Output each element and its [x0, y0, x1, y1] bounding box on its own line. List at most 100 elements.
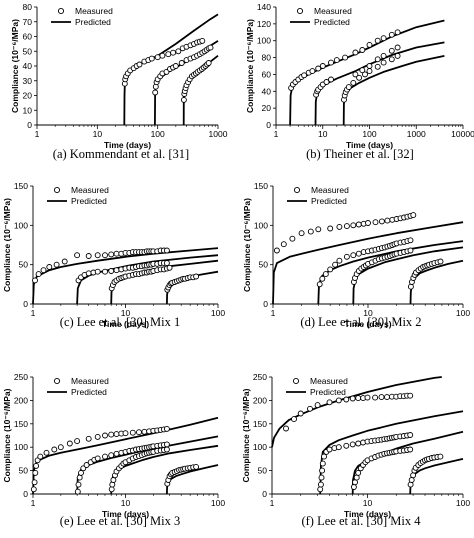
- x-tick-label: 10: [93, 129, 103, 139]
- legend-measured-marker: [53, 377, 61, 385]
- curve-loading-age-3: [317, 410, 464, 495]
- measured-point: [172, 63, 179, 69]
- measured-point: [61, 258, 68, 265]
- measured-point: [289, 235, 296, 242]
- measured-point: [163, 441, 170, 448]
- measured-point: [322, 271, 329, 278]
- y-tick-label: 50: [19, 466, 29, 476]
- measured-point: [170, 49, 177, 56]
- measured-point: [85, 253, 92, 259]
- x-tick-label: 1: [35, 129, 40, 139]
- x-axis-label: Time (days): [344, 319, 391, 329]
- x-axis-label: Time (days): [102, 319, 149, 329]
- measured-point: [316, 281, 323, 288]
- measured-point: [141, 428, 148, 435]
- y-tick-label: 100: [253, 442, 267, 452]
- y-tick-label: 40: [23, 61, 33, 71]
- measured-point: [394, 52, 401, 59]
- x-axis-label: Time (days): [104, 140, 151, 150]
- measured-point: [410, 472, 417, 479]
- measured-point: [328, 59, 334, 66]
- curve-loading-age-1: [32, 247, 219, 305]
- predicted-line: [342, 55, 445, 126]
- measured-point: [31, 479, 38, 486]
- measured-point: [350, 79, 357, 86]
- y-tick-label: 40: [262, 86, 272, 96]
- measured-point: [113, 431, 120, 438]
- measured-point: [122, 430, 129, 437]
- x-tick-label: 10000: [451, 129, 474, 139]
- curve-loading-age-1: [30, 416, 219, 495]
- curve-loading-age-28: [164, 463, 219, 495]
- measured-point: [319, 467, 326, 474]
- predicted-line: [32, 416, 219, 495]
- y-tick-label: 20: [23, 91, 33, 101]
- measured-point: [32, 469, 39, 476]
- measured-point: [365, 220, 371, 226]
- measured-point: [407, 237, 414, 244]
- y-axis-label: Compliance (10⁻⁶/MPa): [2, 388, 12, 482]
- measured-point: [326, 446, 333, 453]
- x-tick-label: 1: [270, 498, 275, 508]
- measured-point: [94, 268, 101, 275]
- measured-point: [53, 261, 60, 268]
- measured-point: [332, 261, 339, 268]
- measured-point: [355, 395, 362, 402]
- legend-measured-marker: [292, 377, 300, 385]
- chart-panel-1: 0 10 20 30 40 50 60 70 80 1 10 100 1000 Time (days) Co…: [10, 2, 228, 161]
- measured-point: [407, 392, 414, 399]
- x-axis-label: Time (days): [344, 509, 391, 519]
- measured-point: [113, 267, 120, 274]
- measured-point: [349, 395, 356, 402]
- panel-caption: (d) Lee et al. [30] Mix 2: [300, 315, 421, 329]
- measured-point: [166, 264, 173, 271]
- measured-point: [113, 450, 120, 457]
- measured-point: [378, 218, 385, 225]
- measured-point: [349, 441, 356, 448]
- legend-predicted-label: Predicted: [71, 387, 107, 397]
- legend-measured-label: Measured: [310, 376, 348, 386]
- measured-point: [374, 37, 381, 44]
- measured-point: [388, 31, 395, 38]
- measured-point: [378, 394, 385, 401]
- y-tick-label: 70: [23, 17, 33, 27]
- measured-point: [364, 394, 371, 401]
- measured-point: [380, 59, 387, 66]
- measured-point: [350, 484, 357, 490]
- measured-point: [94, 455, 101, 462]
- measured-point: [78, 469, 84, 476]
- measured-point: [321, 453, 327, 460]
- y-tick-label: 60: [262, 69, 272, 79]
- legend-predicted-label: Predicted: [75, 17, 111, 27]
- panel-caption: (f) Lee et al. [30] Mix 4: [301, 514, 421, 528]
- y-tick-label: 100: [254, 220, 268, 230]
- measured-point: [359, 67, 366, 74]
- measured-point: [356, 74, 363, 81]
- curve-loading-age-7: [313, 41, 445, 126]
- measured-point: [327, 266, 334, 273]
- measured-point: [314, 402, 321, 409]
- x-tick-label: 100: [211, 308, 225, 318]
- measured-point: [374, 63, 381, 70]
- curve-loading-age-7: [108, 259, 219, 305]
- measured-point: [273, 247, 280, 254]
- y-axis-label: Compliance (10⁻⁶/MPa): [2, 198, 12, 292]
- measured-point: [163, 260, 170, 267]
- measured-point: [307, 405, 313, 412]
- legend-measured-label: Measured: [71, 185, 109, 195]
- measured-point: [353, 474, 360, 481]
- measured-point: [317, 481, 324, 488]
- curve-loading-age-90: [152, 40, 219, 126]
- y-tick-label: 50: [258, 466, 268, 476]
- y-tick-label: 80: [262, 53, 272, 63]
- legend-predicted-label: Predicted: [71, 196, 107, 206]
- measured-point: [102, 252, 108, 259]
- measured-point: [66, 440, 73, 447]
- panel-caption: (c) Lee et al. [30] Mix 1: [60, 315, 180, 329]
- measured-point: [291, 416, 297, 423]
- measured-point: [327, 225, 334, 232]
- measured-point: [108, 431, 115, 438]
- measured-point: [35, 271, 42, 278]
